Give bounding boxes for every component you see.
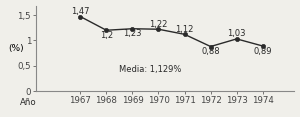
- Text: Año: Año: [20, 98, 37, 107]
- Text: 0,88: 0,88: [201, 47, 220, 56]
- Text: 0,89: 0,89: [254, 47, 272, 56]
- Y-axis label: (%): (%): [8, 44, 24, 53]
- Text: 1,12: 1,12: [176, 25, 194, 34]
- Text: Media: 1,129%: Media: 1,129%: [119, 65, 182, 74]
- Text: 1,47: 1,47: [71, 7, 90, 16]
- Text: 1,22: 1,22: [149, 20, 168, 29]
- Text: 1,2: 1,2: [100, 31, 113, 40]
- Text: 1,23: 1,23: [123, 29, 142, 38]
- Text: 1,03: 1,03: [227, 29, 246, 38]
